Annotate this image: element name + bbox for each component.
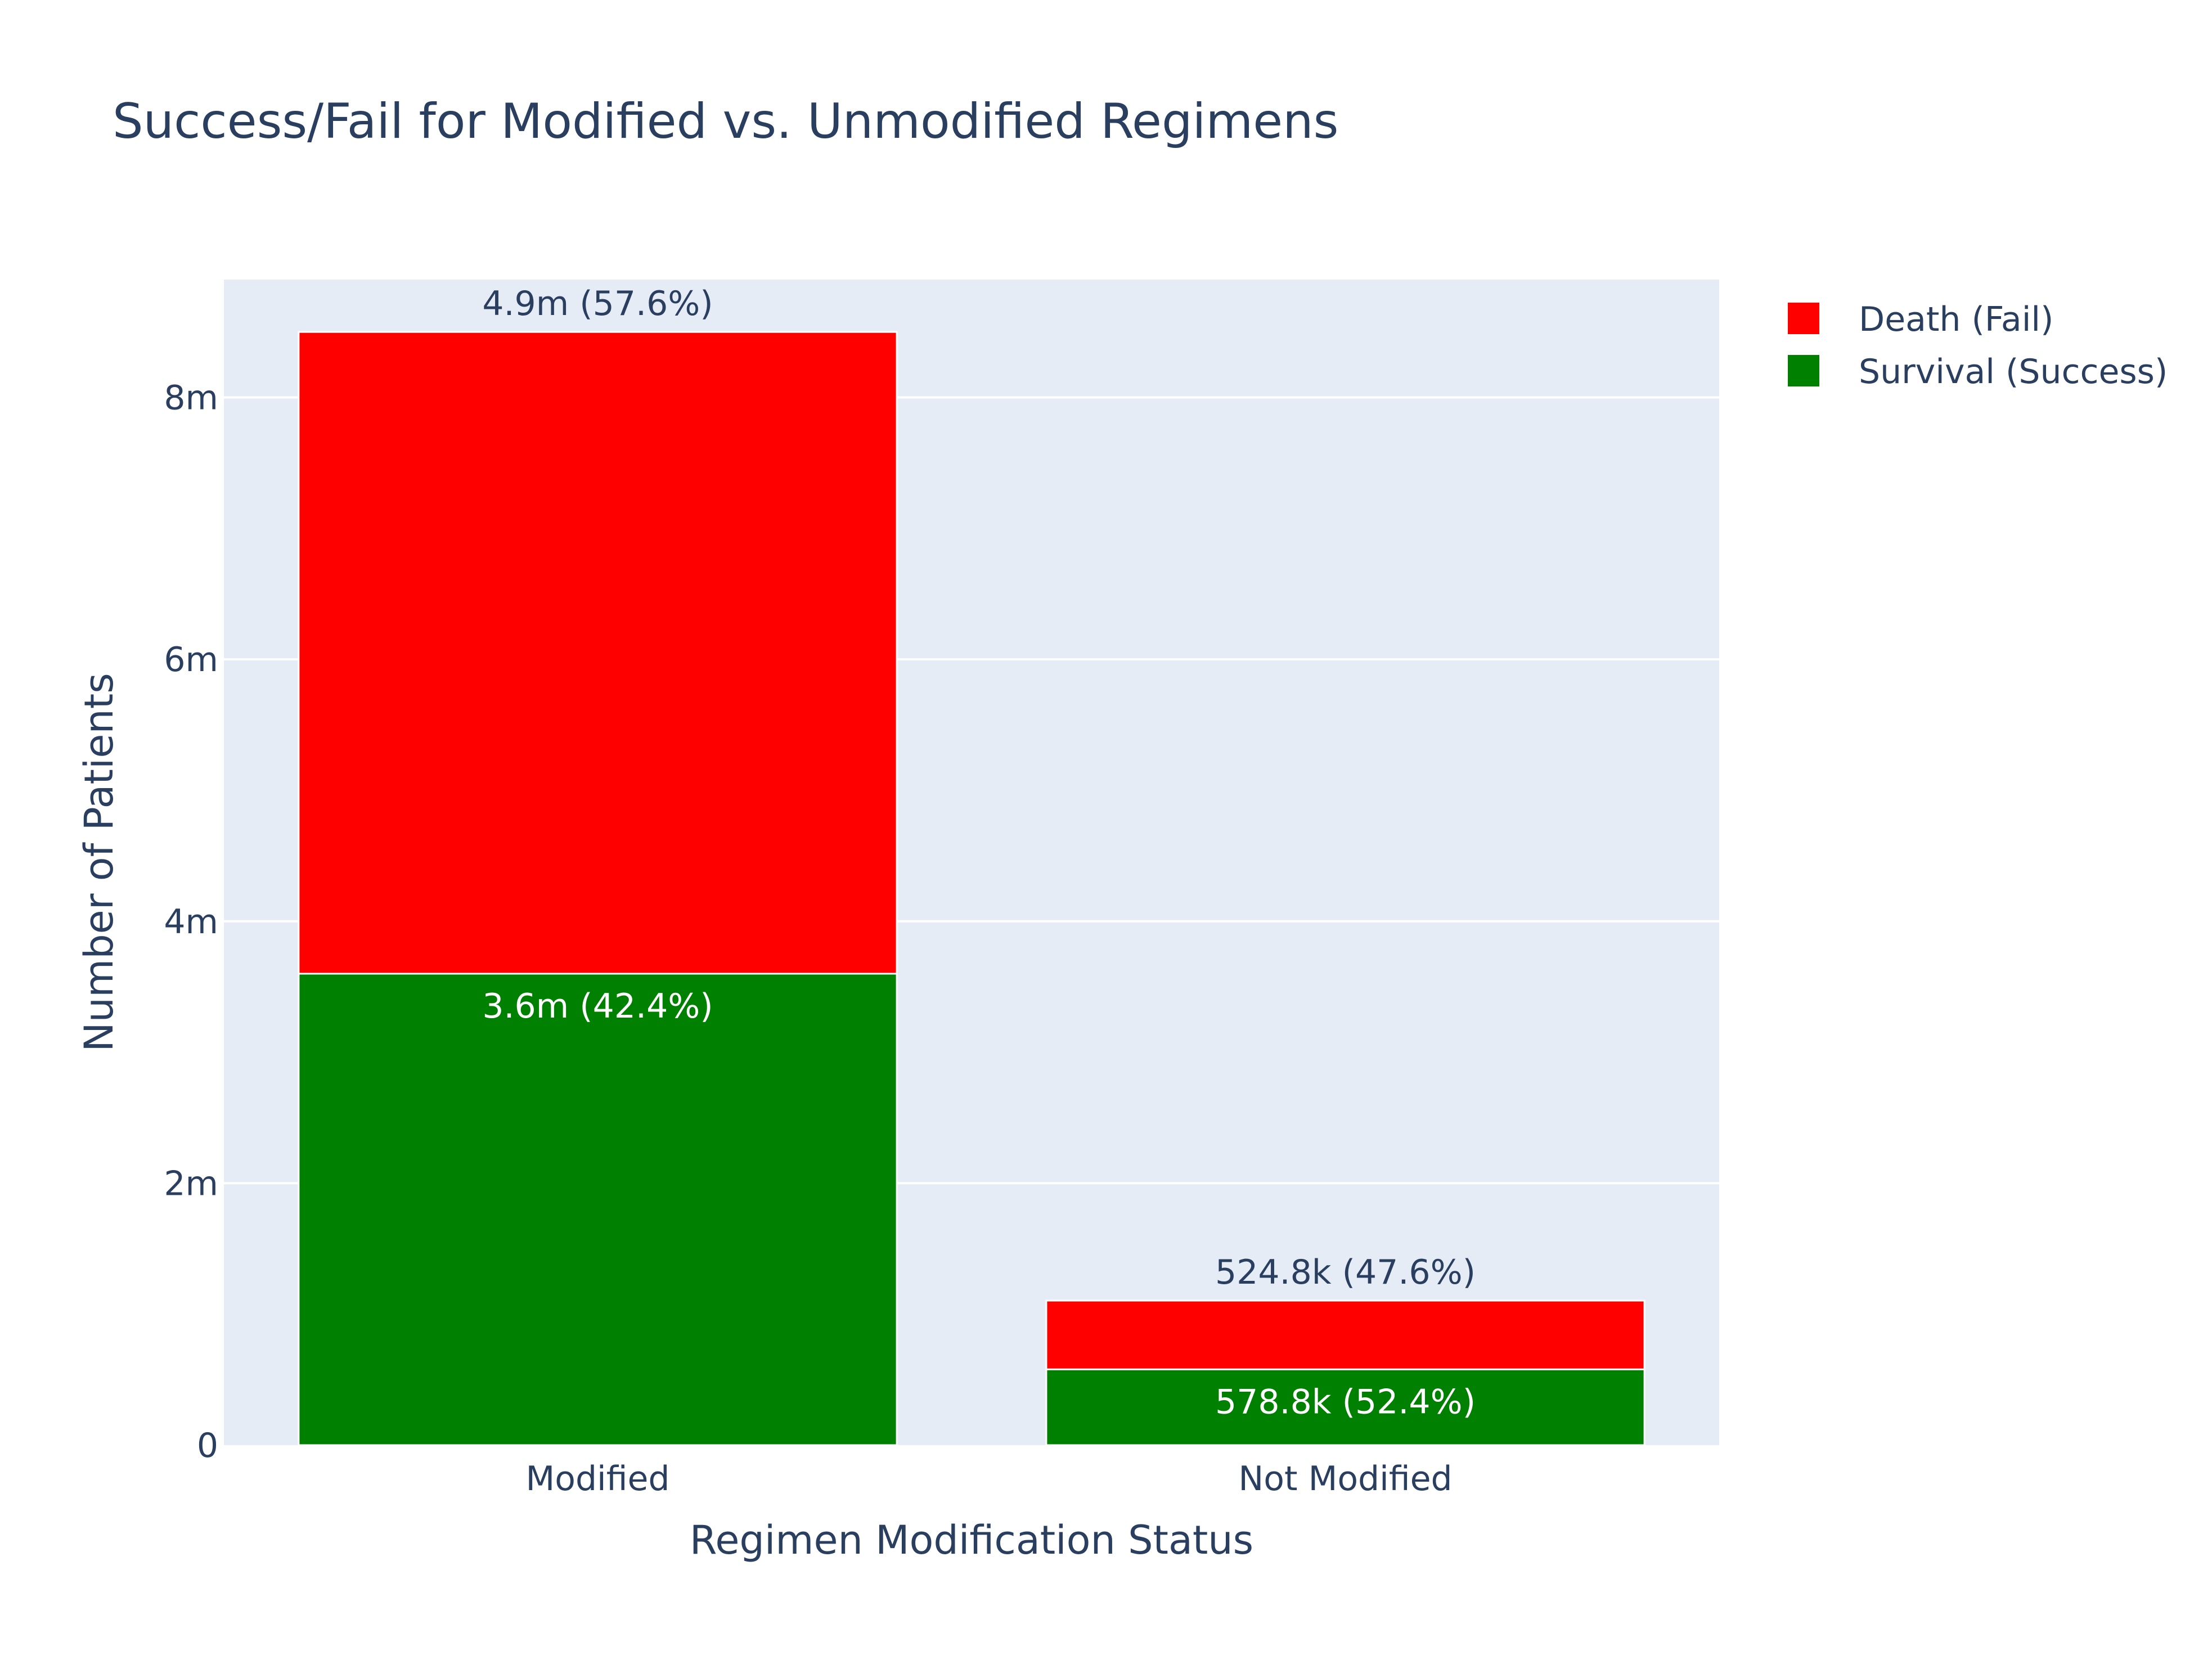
legend-swatch (1788, 355, 1819, 386)
legend[interactable]: Death (Fail) Survival (Success) (1788, 300, 2168, 392)
y-tick-4m: 4m (164, 902, 218, 942)
bar-labels: 3.6m (42.4%) 4.9m (57.6%) 578.8k (52.4%) 52… (482, 284, 1476, 1421)
bar-modified-survival[interactable] (298, 973, 898, 1446)
y-axis-ticks: 0 2m 4m 6m 8m (164, 379, 218, 1465)
bar-label-not-modified-death: 524.8k (47.6%) (1215, 1253, 1476, 1292)
bar-modified-death[interactable] (298, 331, 898, 975)
legend-item-survival[interactable]: Survival (Success) (1788, 352, 2168, 392)
bar-label-not-modified-survival: 578.8k (52.4%) (1215, 1382, 1476, 1421)
legend-swatch (1788, 303, 1819, 334)
y-tick-0: 0 (197, 1426, 218, 1465)
y-tick-8m: 8m (164, 379, 218, 418)
bar-not-modified-survival[interactable] (1045, 1368, 1645, 1446)
x-axis-title: Regimen Modification Status (690, 1517, 1253, 1563)
bar-label-modified-death: 4.9m (57.6%) (482, 284, 713, 323)
legend-label: Survival (Success) (1859, 352, 2168, 392)
x-axis-ticks: Modified Not Modified (525, 1459, 1452, 1499)
chart-title: Success/Fail for Modified vs. Unmodified… (113, 93, 1338, 150)
legend-item-death[interactable]: Death (Fail) (1788, 300, 2053, 339)
y-tick-6m: 6m (164, 640, 218, 680)
y-tick-2m: 2m (164, 1164, 218, 1203)
legend-label: Death (Fail) (1859, 300, 2053, 339)
bars (298, 331, 1645, 1446)
y-axis-title: Number of Patients (76, 673, 122, 1051)
bar-not-modified-death[interactable] (1045, 1299, 1645, 1370)
x-tick-not-modified: Not Modified (1238, 1459, 1452, 1499)
x-tick-modified: Modified (525, 1459, 669, 1499)
bar-label-modified-survival: 3.6m (42.4%) (482, 987, 713, 1026)
